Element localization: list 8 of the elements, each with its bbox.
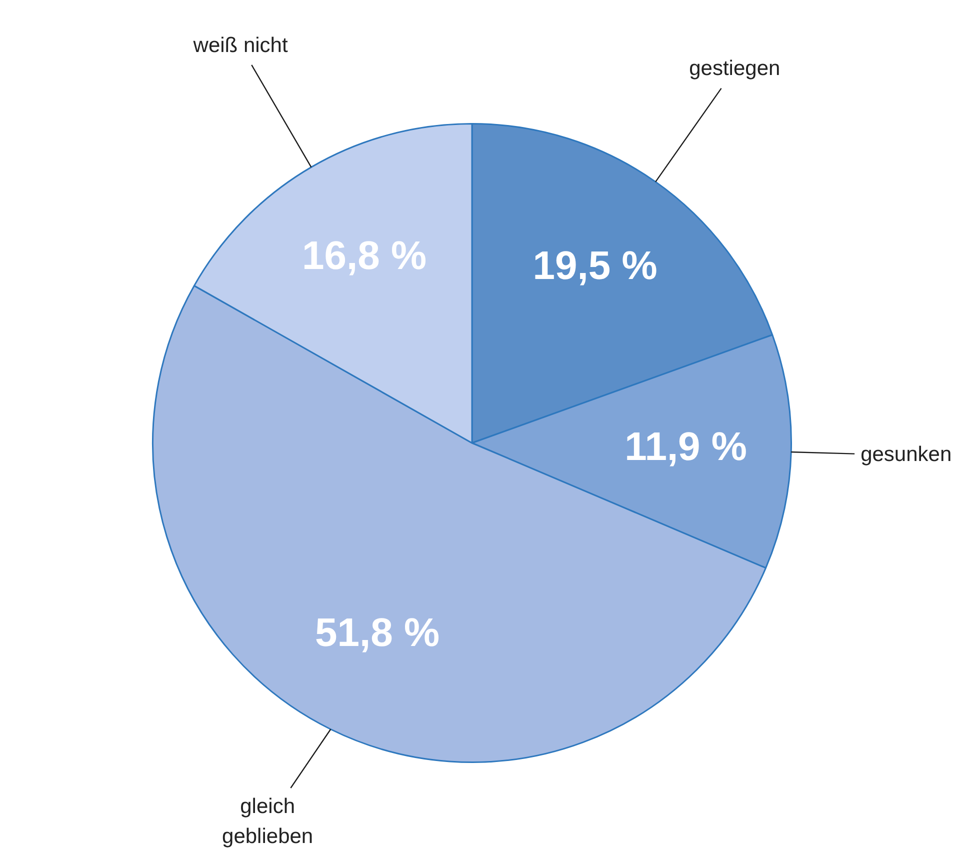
slice-label: gesunken <box>860 443 952 466</box>
slice-label: gleich geblieben <box>222 794 314 848</box>
slice-label: gestiegen <box>689 57 780 80</box>
data-label: 16,8 % <box>302 234 427 278</box>
data-label: 11,9 % <box>624 425 747 470</box>
slice-label: weiß nicht <box>192 34 288 57</box>
data-label: 51,8 % <box>315 610 440 655</box>
data-label: 19,5 % <box>532 244 658 288</box>
